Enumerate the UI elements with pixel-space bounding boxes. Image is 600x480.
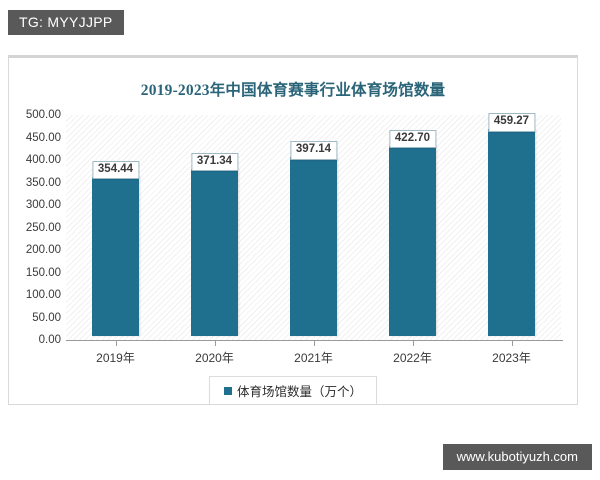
url-badge: www.kubotiyuzh.com (442, 444, 592, 470)
x-axis-tick-mark (214, 341, 216, 346)
bar[interactable] (290, 157, 337, 336)
y-axis-tick-label: 400.00 (25, 154, 61, 166)
bar-value-label: 354.44 (91, 160, 140, 179)
x-axis: 2019年 2020年 2021年 2022年 2023年 (66, 341, 561, 371)
x-axis-tick-mark (313, 341, 315, 346)
y-axis-tick-label: 500.00 (25, 109, 61, 121)
bar-value-label: 397.14 (289, 141, 338, 160)
y-axis-tick-label: 350.00 (25, 176, 61, 189)
x-axis-tick-label: 2022年 (393, 351, 432, 365)
y-axis-tick-label: 50.00 (32, 311, 61, 324)
y-axis: 500.00 450.00 400.00 350.00 300.00 250.00 200.… (9, 108, 61, 348)
x-axis-tick-mark (511, 341, 513, 346)
bar[interactable] (389, 145, 436, 336)
x-axis-tick-label: 2019年 (96, 351, 135, 365)
tg-tag: TG: MYYJJPP (8, 10, 124, 35)
x-axis-line (66, 340, 563, 341)
legend-swatch-icon (223, 386, 232, 395)
chart-card: 2019-2023年中国体育赛事行业体育场馆数量 500.00 450.00 400… (8, 55, 578, 405)
y-axis-tick-label: 0.00 (38, 334, 61, 346)
x-axis-tick-label: 2023年 (492, 351, 531, 365)
bar-value-label: 422.70 (388, 129, 437, 149)
y-axis-tick-label: 150.00 (25, 266, 61, 279)
y-axis-tick-label: 100.00 (25, 289, 61, 301)
bar[interactable] (191, 168, 238, 336)
chart-title: 2019-2023年中国体育赛事行业体育场馆数量 (140, 82, 446, 99)
bar-value-label: 371.34 (190, 152, 239, 172)
y-axis-tick-label: 300.00 (25, 199, 61, 211)
legend-label: 体育场馆数量（万个） (236, 385, 363, 399)
y-axis-tick-label: 450.00 (25, 131, 61, 144)
y-axis-tick-label: 200.00 (25, 244, 61, 256)
bar[interactable] (488, 129, 535, 336)
chart-legend: 体育场馆数量（万个） (208, 376, 378, 404)
x-axis-tick-mark (115, 341, 117, 346)
x-axis-tick-label: 2020年 (195, 351, 234, 365)
x-axis-tick-label: 2021年 (294, 351, 333, 365)
y-axis-tick-label: 250.00 (25, 221, 61, 234)
x-axis-tick-mark (412, 341, 414, 346)
bar-value-label: 459.27 (487, 113, 536, 132)
bar[interactable] (92, 176, 139, 336)
